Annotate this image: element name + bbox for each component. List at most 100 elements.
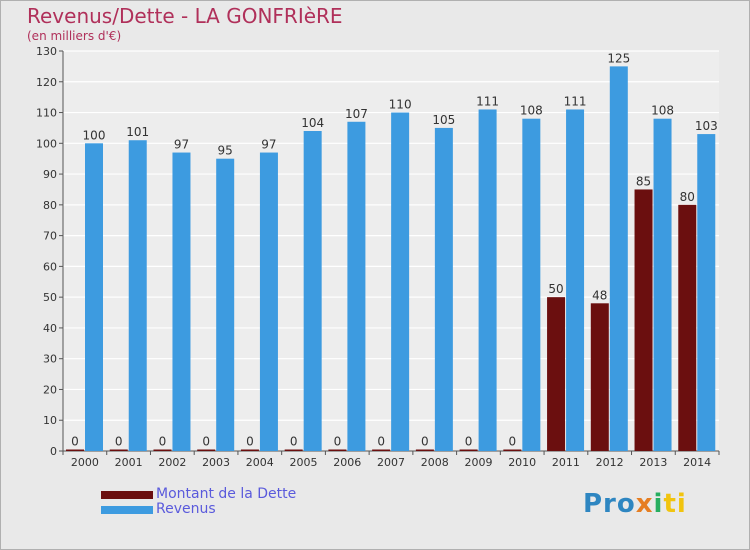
x-tick-label: 2006 [333, 456, 361, 469]
x-tick-label: 2010 [508, 456, 536, 469]
bar-dette [66, 449, 84, 451]
data-label-dette: 0 [509, 435, 517, 449]
bar-revenus [566, 109, 585, 451]
bar-revenus [391, 112, 410, 452]
plot-area [63, 51, 719, 451]
bar-revenus [303, 131, 322, 451]
data-label-dette: 0 [71, 435, 79, 449]
bar-revenus [347, 121, 366, 452]
bar-revenus [478, 109, 497, 451]
data-label-revenus: 111 [476, 94, 499, 108]
data-label-dette: 48 [592, 288, 607, 302]
x-tick-label: 2001 [115, 456, 143, 469]
data-label-dette: 80 [680, 190, 695, 204]
data-label-revenus: 105 [432, 113, 455, 127]
data-label-revenus: 108 [651, 104, 674, 118]
data-label-revenus: 95 [218, 144, 233, 158]
y-tick-label: 90 [43, 168, 57, 181]
data-label-dette: 0 [465, 435, 473, 449]
y-tick-label: 20 [43, 383, 57, 396]
chart-subtitle: (en milliers d'€) [27, 29, 122, 43]
legend-swatch-dette [101, 491, 153, 499]
bar-revenus [609, 66, 628, 451]
bar-revenus [128, 140, 147, 451]
data-label-dette: 0 [377, 435, 385, 449]
logo-part-4: ti [663, 489, 687, 519]
logo-part-2: x [635, 489, 654, 519]
data-label-revenus: 103 [695, 119, 718, 133]
bar-dette [153, 449, 172, 451]
data-label-revenus: 125 [607, 51, 630, 65]
x-tick-label: 2008 [421, 456, 449, 469]
y-tick-label: 80 [43, 199, 57, 212]
data-label-revenus: 104 [301, 116, 324, 130]
bar-revenus [522, 118, 541, 451]
bar-dette [547, 297, 566, 451]
y-tick-label: 60 [43, 260, 57, 273]
bar-dette [284, 449, 303, 451]
legend-label-revenus: Revenus [156, 501, 216, 517]
y-tick-label: 0 [50, 445, 57, 458]
bar-dette [459, 449, 478, 451]
x-tick-label: 2009 [464, 456, 492, 469]
y-tick-label: 100 [36, 137, 57, 150]
y-tick-label: 40 [43, 322, 57, 335]
data-label-dette: 0 [115, 435, 123, 449]
y-tick-label: 30 [43, 353, 57, 366]
legend-label-dette: Montant de la Dette [156, 486, 297, 502]
bar-dette [372, 449, 391, 451]
chart-title: Revenus/Dette - LA GONFRIèRE [27, 4, 343, 28]
y-tick-label: 70 [43, 230, 57, 243]
bar-revenus [85, 143, 103, 452]
bar-dette [109, 449, 128, 451]
data-label-dette: 0 [421, 435, 429, 449]
x-tick-label: 2012 [596, 456, 624, 469]
y-tick-label: 130 [36, 45, 57, 58]
bar-dette [197, 449, 216, 451]
data-label-revenus: 101 [126, 125, 149, 139]
bar-dette [240, 449, 259, 451]
data-label-revenus: 107 [345, 107, 368, 121]
logo-part-1: Pro [583, 489, 636, 519]
bar-revenus [216, 158, 235, 451]
x-tick-label: 2014 [683, 456, 711, 469]
data-label-dette: 0 [290, 435, 298, 449]
data-label-revenus: 110 [389, 98, 412, 112]
data-label-dette: 0 [159, 435, 167, 449]
y-tick-label: 10 [43, 414, 57, 427]
x-tick-label: 2004 [246, 456, 274, 469]
x-tick-label: 2002 [158, 456, 186, 469]
bar-revenus [172, 152, 191, 452]
bar-revenus [434, 127, 453, 451]
data-label-dette: 0 [202, 435, 210, 449]
x-tick-label: 2003 [202, 456, 230, 469]
bar-dette [503, 449, 522, 451]
x-tick-label: 2005 [290, 456, 318, 469]
data-label-revenus: 97 [261, 138, 276, 152]
y-tick-label: 120 [36, 76, 57, 89]
proxiti-logo: Proxiti [583, 489, 687, 519]
data-label-dette: 0 [246, 435, 254, 449]
legend-swatch-revenus [101, 506, 153, 514]
x-tick-label: 2000 [71, 456, 99, 469]
logo-part-3: i [653, 489, 664, 519]
bar-revenus [697, 134, 716, 452]
x-tick-label: 2011 [552, 456, 580, 469]
x-tick-label: 2007 [377, 456, 405, 469]
bar-dette [328, 449, 347, 451]
data-label-dette: 0 [334, 435, 342, 449]
bar-dette [678, 204, 697, 451]
bar-revenus [653, 118, 672, 451]
y-tick-label: 50 [43, 291, 57, 304]
bar-dette [415, 449, 434, 451]
data-label-revenus: 108 [520, 104, 543, 118]
x-tick-label: 2013 [639, 456, 667, 469]
data-label-revenus: 97 [174, 138, 189, 152]
bar-dette [634, 189, 653, 451]
data-label-revenus: 100 [83, 128, 106, 142]
data-label-dette: 85 [636, 174, 651, 188]
bar-dette [590, 303, 609, 451]
y-tick-label: 110 [36, 107, 57, 120]
